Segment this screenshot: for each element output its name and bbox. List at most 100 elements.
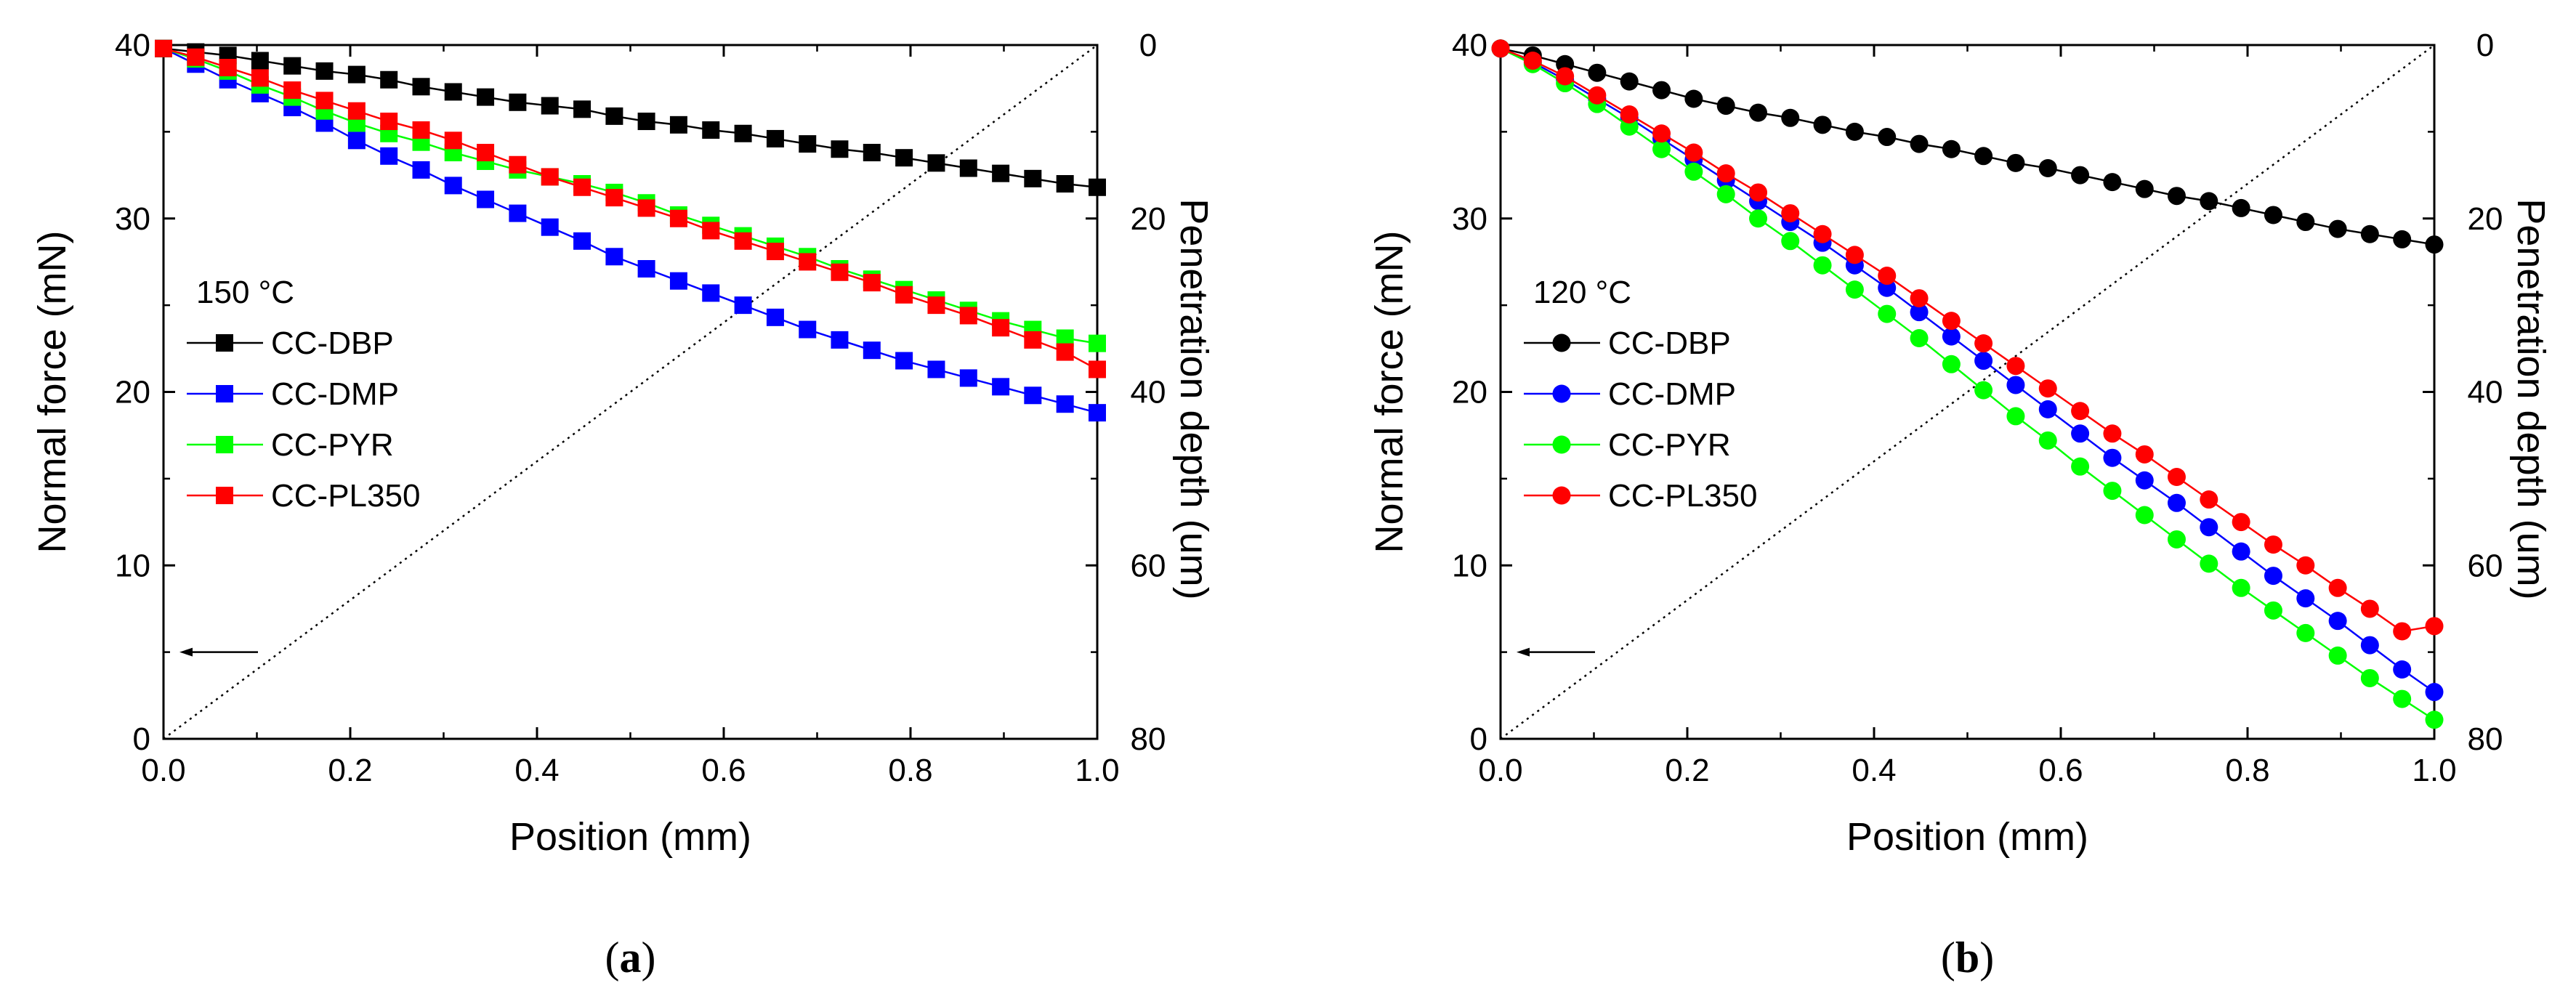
- data-point: [669, 116, 687, 134]
- series-line-0: [163, 47, 1098, 189]
- data-point: [637, 113, 655, 131]
- data-point: [734, 296, 752, 315]
- data-point: [1089, 404, 1106, 422]
- x-tick-label: 0.2: [1665, 753, 1709, 788]
- data-point: [315, 92, 334, 110]
- data-point: [1845, 122, 1864, 141]
- data-point: [959, 159, 977, 177]
- data-point: [2103, 482, 2122, 501]
- data-point: [669, 272, 687, 290]
- data-point: [1024, 386, 1042, 405]
- data-point: [412, 161, 430, 179]
- series-line-2: [163, 47, 1098, 344]
- data-point: [863, 274, 881, 292]
- y-axis-title: Normal force (mN): [31, 230, 74, 553]
- data-point: [799, 320, 817, 339]
- y-axis-title: Normal force (mN): [1368, 230, 1411, 553]
- data-point: [2232, 542, 2250, 561]
- data-point: [2360, 636, 2379, 655]
- data-point: [1089, 334, 1106, 352]
- data-point: [2167, 467, 2186, 486]
- data-point: [1588, 86, 1607, 105]
- data-point: [509, 155, 527, 174]
- data-point: [1845, 280, 1864, 299]
- panel-label-letter: a: [620, 934, 642, 981]
- temperature-annotation: 150 °C: [196, 275, 294, 310]
- panel-b: 0.0 0.2 0.4 0.6 0.8 1.0 0 10 20 30 40 0 20 40 60 80 Posi…: [1368, 28, 2553, 981]
- data-point: [347, 102, 366, 120]
- data-point: [2200, 490, 2218, 509]
- y-tick-label: 0: [1470, 721, 1487, 757]
- data-point: [1716, 164, 1735, 183]
- data-point: [1910, 303, 1929, 322]
- data-point: [509, 204, 527, 222]
- data-point: [2038, 431, 2057, 450]
- data-point: [927, 360, 945, 378]
- data-point: [2296, 556, 2315, 575]
- data-point: [1620, 72, 1639, 91]
- data-point: [1974, 147, 1993, 166]
- data-point: [573, 232, 591, 250]
- y2-tick-label: 80: [2468, 721, 2503, 757]
- data-point: [2425, 711, 2444, 729]
- panel-label-letter: b: [1955, 934, 1979, 981]
- data-point: [1588, 63, 1607, 82]
- panel-label-open: (: [1941, 934, 1955, 981]
- data-point: [605, 248, 623, 266]
- legend-marker: [1552, 333, 1571, 352]
- series-line-3: [163, 47, 1098, 371]
- data-point: [2038, 379, 2057, 398]
- data-point: [1491, 39, 1510, 58]
- data-point: [347, 65, 366, 84]
- data-point: [1942, 312, 1961, 331]
- data-point: [2006, 153, 2025, 172]
- x-tick-label: 0.0: [141, 753, 185, 788]
- series-line-0: [1500, 47, 2435, 246]
- data-point: [155, 39, 172, 57]
- panel-a: 0.0 0.2 0.4 0.6 0.8 1.0 0 10 20 30 40 0 20 40 60 80 Posi…: [31, 28, 1216, 981]
- legend-label: CC-DBP: [271, 325, 394, 361]
- data-point: [2135, 179, 2154, 198]
- data-point: [831, 331, 849, 349]
- legend-label: CC-DBP: [1608, 325, 1731, 361]
- data-point: [766, 243, 784, 261]
- data-point: [2360, 668, 2379, 687]
- data-point: [2006, 376, 2025, 394]
- data-point: [1556, 67, 1575, 86]
- data-point: [1652, 124, 1671, 143]
- data-point: [2296, 213, 2315, 232]
- y-tick-label: 30: [1452, 201, 1487, 237]
- data-point: [2103, 448, 2122, 467]
- data-point: [1089, 178, 1106, 196]
- legend-label: CC-DMP: [271, 376, 399, 412]
- data-point: [1024, 169, 1042, 187]
- data-point: [251, 69, 269, 87]
- data-point: [1974, 334, 1993, 353]
- data-point: [1942, 139, 1961, 158]
- data-point: [2425, 235, 2444, 254]
- data-point: [1024, 331, 1042, 349]
- x-tick-label: 1.0: [2412, 753, 2456, 788]
- data-point: [2328, 578, 2347, 597]
- data-point: [541, 168, 559, 186]
- data-point: [2393, 689, 2412, 708]
- legend-label: CC-DMP: [1608, 376, 1736, 412]
- y2-tick-label: 40: [1131, 375, 1166, 410]
- data-point: [1716, 185, 1735, 203]
- data-point: [734, 124, 752, 142]
- data-point: [1684, 89, 1703, 108]
- data-point: [2425, 683, 2444, 702]
- x-tick-label: 0.8: [2225, 753, 2269, 788]
- data-point: [992, 319, 1010, 337]
- data-point: [1878, 304, 1897, 323]
- data-point: [1056, 343, 1074, 361]
- y2-tick-label: 20: [2468, 201, 2503, 237]
- data-point: [1089, 360, 1106, 378]
- data-point: [637, 199, 655, 217]
- data-point: [863, 144, 881, 162]
- x-tick-label: 0.4: [1852, 753, 1896, 788]
- data-point: [2328, 219, 2347, 238]
- data-point: [2103, 173, 2122, 192]
- x-tick-label: 0.0: [1478, 753, 1522, 788]
- legend-marker: [1552, 486, 1571, 505]
